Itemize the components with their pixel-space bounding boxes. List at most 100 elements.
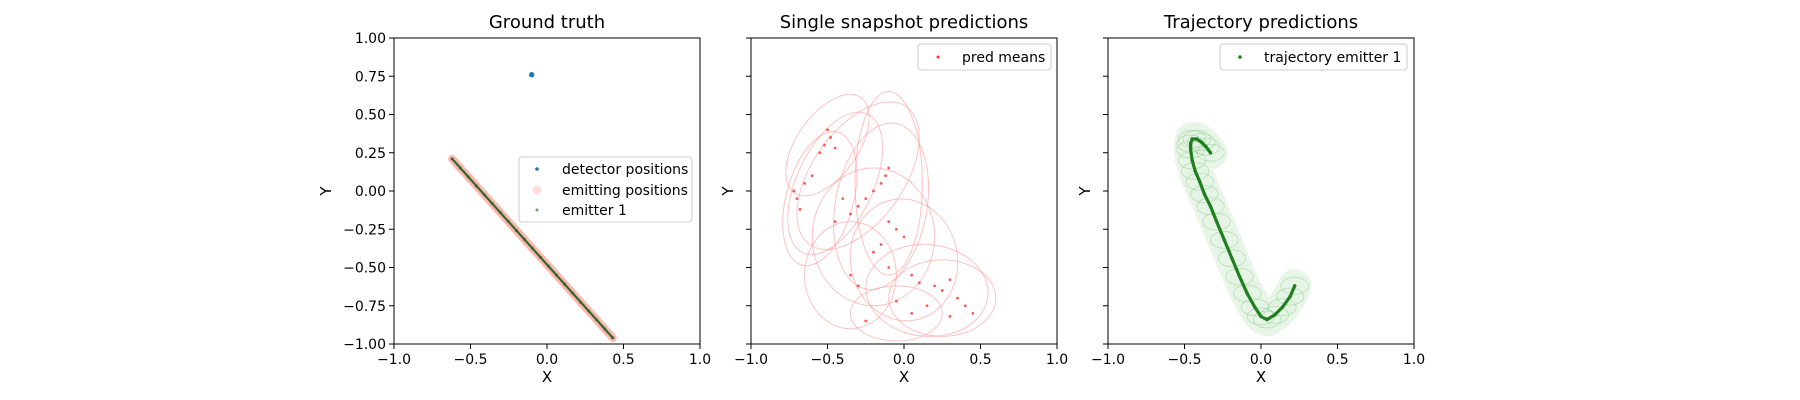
- trajectory-ellipse: [1268, 298, 1297, 317]
- emitter-1-point: [490, 202, 494, 206]
- trajectory-ellipse: [1196, 197, 1225, 216]
- panel-single-snapshot: Single snapshot predictions −1.0 −0.5 0.0 0…: [719, 12, 1068, 386]
- emitter-1-point: [571, 291, 575, 295]
- trajectory-ellipse: [1210, 231, 1239, 249]
- pred-mean-point: [917, 281, 921, 285]
- pred-mean-point: [902, 235, 906, 239]
- pred-mean-point: [887, 220, 891, 224]
- pred-mean-point: [798, 207, 802, 211]
- pred-mean-point: [894, 227, 898, 231]
- pred-mean-point: [940, 289, 944, 292]
- pred-mean-point: [803, 181, 806, 185]
- x-tick-label: −1.0: [734, 352, 768, 368]
- x-tick-label: 0.0: [893, 352, 915, 368]
- trajectory-ellipse: [1190, 185, 1219, 203]
- pred-mean-point: [856, 284, 860, 288]
- trajectory-ellipse: [1217, 249, 1247, 268]
- panel-title: Trajectory predictions: [1163, 12, 1358, 33]
- legend: pred means: [917, 43, 1052, 71]
- trajectory-ellipse: [1233, 284, 1262, 303]
- emitter-1-point: [595, 318, 599, 322]
- x-axis-label: X: [542, 368, 552, 386]
- y-tick-label: −0.25: [343, 222, 386, 238]
- x-tick-label: −0.5: [811, 352, 845, 368]
- pred-mean-point: [910, 312, 914, 315]
- pred-mean-point: [872, 189, 875, 193]
- pred-mean-point: [948, 278, 952, 282]
- x-axis-label: X: [899, 368, 909, 386]
- x-tick-label: 0.5: [969, 352, 991, 368]
- y-axis-label: Y: [719, 186, 737, 197]
- trajectory-ellipse: [1225, 267, 1254, 286]
- emitter-1-point: [474, 184, 478, 188]
- x-tick-label: −1.0: [377, 352, 411, 368]
- pred-mean-point: [792, 189, 796, 193]
- legend-label: emitter 1: [562, 203, 627, 219]
- legend-label: emitting positions: [562, 183, 688, 199]
- y-tick-label: 0.00: [355, 184, 386, 200]
- trajectory-point: [1190, 137, 1194, 141]
- pred-mean-point: [849, 273, 852, 277]
- pred-mean-point: [826, 128, 829, 132]
- trajectory-point: [1202, 192, 1207, 196]
- pred-mean-point: [894, 299, 898, 303]
- pred-mean-point: [879, 181, 883, 185]
- pred-mean-point: [879, 243, 883, 246]
- emitter-1-point: [522, 237, 526, 241]
- emitter-1-point: [506, 220, 510, 224]
- pred-mean-point: [887, 166, 891, 170]
- legend-label: trajectory emitter 1: [1264, 50, 1401, 66]
- panel-ground-truth: Ground truth −1.0 −0.5 0.0 0.5 1.0 −1.00 −0.75…: [317, 12, 711, 386]
- x-tick-label: 0.0: [536, 352, 558, 368]
- y-tick-label: 0.25: [355, 146, 386, 162]
- x-tick-label: 1.0: [1046, 352, 1068, 368]
- trajectory-point: [1280, 305, 1285, 309]
- prediction-ellipse: [849, 285, 943, 342]
- panel-title: Single snapshot predictions: [780, 12, 1029, 33]
- legend-box: [917, 43, 1052, 71]
- trajectory-point: [1188, 141, 1193, 146]
- emitter-1-point: [547, 264, 551, 268]
- pred-mean-point: [910, 273, 914, 277]
- pred-mean-point: [956, 296, 959, 300]
- trajectory-point: [1230, 256, 1234, 261]
- pred-mean-point: [856, 204, 860, 208]
- pred-mean-point: [849, 212, 852, 216]
- x-tick-label: −1.0: [1091, 352, 1125, 368]
- panel-title: Ground truth: [489, 12, 605, 33]
- trajectory-point: [1199, 140, 1204, 144]
- pred-mean-point: [925, 304, 929, 308]
- legend-box: [1219, 43, 1408, 71]
- emitter-1-point: [514, 228, 518, 232]
- pred-mean-point: [971, 312, 975, 315]
- pred-mean-point: [884, 174, 888, 178]
- legend-marker-detector: [535, 167, 539, 171]
- panel-trajectory: Trajectory predictions −1.0 −0.5 0.0 0.5 1.0…: [1076, 12, 1425, 386]
- x-tick-label: 0.5: [1326, 352, 1348, 368]
- y-tick-label: −0.50: [343, 261, 386, 277]
- x-tick-label: 1.0: [689, 352, 711, 368]
- emitter-1-point: [458, 166, 462, 170]
- pred-mean-point: [810, 174, 814, 178]
- pred-mean-point: [864, 197, 868, 201]
- trajectory-point: [1188, 147, 1193, 152]
- pred-mean-point: [841, 197, 845, 201]
- trajectory-point: [1222, 238, 1226, 242]
- pred-mean-point: [963, 304, 967, 308]
- trajectory-point: [1214, 219, 1219, 224]
- pred-mean-point: [829, 136, 832, 139]
- legend-marker-emitting: [532, 185, 542, 195]
- emitter-1-point: [466, 175, 470, 179]
- x-tick-label: −0.5: [454, 352, 488, 368]
- prediction-ellipse: [854, 91, 923, 276]
- tick-group: −1.0 −0.5 0.0 0.5 1.0 −1.00 −0.75 −0.50 −0.25 0.0…: [343, 31, 711, 368]
- x-axis-label: X: [1256, 368, 1266, 386]
- trajectory-ellipse: [1280, 277, 1309, 295]
- legend-label: pred means: [962, 50, 1045, 66]
- emitter-1-point: [498, 211, 502, 215]
- emitter-1-point: [587, 309, 591, 313]
- panel-marks: [782, 91, 997, 342]
- trajectory-ellipse: [1181, 162, 1210, 180]
- pred-mean-point: [933, 284, 936, 288]
